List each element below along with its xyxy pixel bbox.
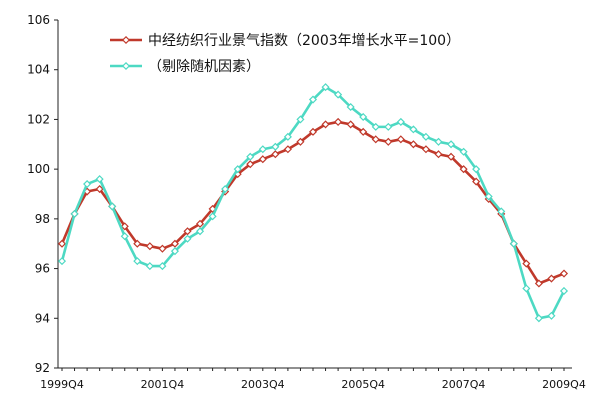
data-point bbox=[221, 184, 230, 194]
data-point bbox=[497, 207, 506, 216]
data-point bbox=[183, 234, 192, 243]
data-point bbox=[170, 239, 179, 248]
data-point bbox=[145, 242, 154, 251]
data-point bbox=[258, 145, 267, 154]
legend-marker bbox=[121, 61, 131, 71]
data-point bbox=[57, 239, 67, 248]
data-point bbox=[534, 314, 543, 323]
data-point bbox=[384, 122, 393, 131]
data-point bbox=[183, 227, 192, 236]
data-point bbox=[396, 135, 405, 144]
data-point bbox=[547, 274, 556, 283]
data-point bbox=[484, 192, 493, 201]
data-point bbox=[447, 140, 456, 149]
x-tick-label: 2009Q4 bbox=[542, 378, 586, 391]
data-point bbox=[434, 137, 443, 146]
data-point bbox=[283, 145, 292, 154]
data-point bbox=[108, 202, 117, 211]
data-point bbox=[321, 83, 330, 92]
data-point bbox=[120, 222, 129, 231]
data-point bbox=[472, 177, 481, 186]
legend-label: 中经纺织行业景气指数（2003年增长水平=100） bbox=[148, 33, 460, 49]
axes: 92 94 96 98 100 102 104 106 1999Q4 2001Q4 2003Q4 20… bbox=[27, 13, 586, 391]
data-point bbox=[208, 212, 217, 221]
data-point bbox=[409, 125, 418, 134]
x-tick-label: 2001Q4 bbox=[141, 378, 185, 391]
data-point bbox=[321, 120, 330, 129]
data-point bbox=[283, 132, 292, 141]
data-point bbox=[522, 284, 531, 293]
data-point bbox=[346, 102, 355, 112]
data-point bbox=[233, 165, 242, 174]
x-tick-label: 2005Q4 bbox=[341, 378, 385, 391]
data-point bbox=[158, 244, 167, 253]
data-point bbox=[296, 115, 305, 124]
data-point bbox=[271, 142, 280, 151]
data-point bbox=[559, 286, 569, 295]
series-layer bbox=[57, 83, 569, 323]
data-point bbox=[359, 112, 368, 121]
y-tick-label: 100 bbox=[27, 162, 50, 176]
data-point bbox=[83, 180, 92, 189]
data-point bbox=[384, 137, 393, 146]
y-tick-label: 102 bbox=[27, 112, 50, 126]
data-point bbox=[459, 147, 468, 156]
data-point bbox=[95, 184, 104, 194]
x-tick-label: 2003Q4 bbox=[241, 378, 285, 391]
data-point bbox=[95, 175, 104, 184]
data-point bbox=[421, 145, 430, 154]
y-tick-label: 96 bbox=[35, 262, 50, 276]
y-tick-label: 98 bbox=[35, 212, 50, 226]
y-tick-label: 104 bbox=[27, 63, 50, 77]
data-point bbox=[258, 155, 267, 164]
data-point bbox=[145, 262, 154, 271]
data-point bbox=[509, 239, 518, 248]
y-tick-label: 94 bbox=[35, 311, 50, 325]
data-point bbox=[308, 95, 318, 104]
data-point bbox=[522, 259, 531, 268]
data-point bbox=[359, 127, 368, 136]
data-point bbox=[396, 117, 405, 126]
data-point bbox=[434, 150, 443, 159]
data-point bbox=[120, 232, 129, 241]
y-tick-label: 92 bbox=[35, 361, 50, 375]
data-point bbox=[559, 269, 569, 278]
data-point bbox=[133, 239, 142, 248]
data-point bbox=[246, 160, 255, 169]
data-point bbox=[57, 257, 67, 266]
data-point bbox=[346, 120, 355, 129]
data-point bbox=[70, 209, 79, 218]
data-point bbox=[196, 219, 205, 228]
x-tick-label: 1999Q4 bbox=[40, 378, 84, 391]
data-point bbox=[334, 117, 343, 126]
data-point bbox=[196, 227, 205, 236]
legend-marker bbox=[121, 35, 131, 45]
data-point bbox=[472, 165, 481, 174]
data-point bbox=[334, 90, 343, 99]
data-point bbox=[371, 122, 380, 131]
series-1 bbox=[57, 83, 569, 323]
data-point bbox=[421, 132, 430, 141]
x-tick-label: 2007Q4 bbox=[442, 378, 486, 391]
data-point bbox=[534, 279, 543, 288]
data-point bbox=[371, 135, 380, 144]
data-point bbox=[158, 262, 167, 271]
data-point bbox=[447, 152, 456, 161]
legend-label: （剔除随机因素） bbox=[148, 59, 260, 75]
data-point bbox=[170, 247, 179, 256]
data-point bbox=[296, 137, 305, 146]
data-point bbox=[409, 140, 418, 149]
data-point bbox=[133, 257, 142, 266]
data-point bbox=[547, 311, 556, 320]
legend: 中经纺织行业景气指数（2003年增长水平=100） （剔除随机因素） bbox=[110, 33, 460, 75]
data-point bbox=[459, 165, 468, 174]
data-point bbox=[246, 152, 255, 161]
data-point bbox=[308, 127, 318, 136]
y-tick-label: 106 bbox=[27, 13, 50, 27]
data-point bbox=[271, 150, 280, 159]
